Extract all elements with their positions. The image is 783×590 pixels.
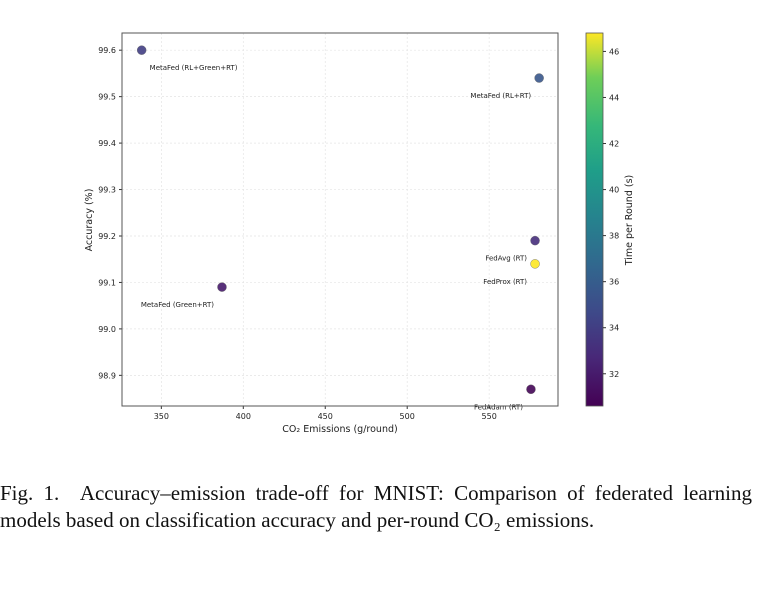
grid-lines (122, 33, 558, 406)
x-axis-label: CO₂ Emissions (g/round) (282, 424, 397, 435)
point-label: FedAdam (RT) (474, 403, 523, 411)
colorbar-tick-label: 42 (609, 140, 619, 149)
data-point (530, 235, 540, 246)
point-label: FedProx (RT) (483, 278, 527, 286)
axis-ticks: 350 400 450 500 550 98.9 99.0 99.1 99.2 99.3 99.4 9… (98, 46, 497, 421)
colorbar-tick-label: 40 (609, 186, 619, 195)
colorbar (585, 32, 604, 407)
data-points: MetaFed (RL+Green+RT) MetaFed (RL+RT) FedA… (136, 45, 544, 411)
colorbar-tick-label: 34 (609, 324, 619, 333)
data-point (530, 259, 540, 269)
y-tick-label: 99.1 (98, 278, 116, 287)
y-tick-label: 99.6 (98, 46, 116, 55)
x-tick-label: 500 (400, 412, 415, 421)
point-label: MetaFed (RL+RT) (470, 92, 531, 100)
y-tick-label: 98.9 (98, 371, 116, 380)
point-label: MetaFed (Green+RT) (141, 301, 214, 309)
y-tick-label: 99.3 (98, 186, 116, 195)
y-tick-label: 99.4 (98, 139, 116, 148)
y-tick-label: 99.0 (98, 325, 116, 334)
colorbar-tick-label: 44 (609, 93, 619, 102)
colorbar-ticks: 32 34 36 38 40 42 44 46 (603, 47, 619, 379)
x-tick-label: 400 (236, 412, 251, 421)
caption-label: Fig. 1. (0, 481, 60, 505)
y-tick-label: 99.2 (98, 232, 116, 241)
point-label: FedAvg (RT) (485, 255, 527, 263)
caption-text: Accuracy–emission trade-off for MNIST: C… (0, 481, 753, 532)
point-label: MetaFed (RL+Green+RT) (150, 64, 238, 72)
scatter-figure: 350 400 450 500 550 98.9 99.0 99.1 99.2 99.3 99.4 9… (84, 32, 635, 435)
colorbar-tick-label: 36 (609, 278, 619, 287)
x-tick-label: 350 (154, 412, 169, 421)
data-point (534, 73, 544, 83)
data-point (136, 45, 147, 55)
colorbar-tick-label: 38 (609, 232, 619, 241)
x-tick-label: 550 (482, 412, 497, 421)
colorbar-tick-label: 46 (609, 47, 619, 56)
y-axis-label: Accuracy (%) (84, 189, 95, 252)
data-point (217, 282, 227, 292)
data-point (526, 384, 536, 394)
colorbar-tick-label: 32 (609, 370, 619, 379)
figure-caption: Fig. 1. Accuracy–emission trade-off for … (0, 480, 752, 534)
x-tick-label: 450 (318, 412, 333, 421)
colorbar-label: Time per Round (s) (624, 175, 635, 267)
plot-frame (121, 32, 559, 407)
y-tick-label: 99.5 (98, 93, 116, 102)
